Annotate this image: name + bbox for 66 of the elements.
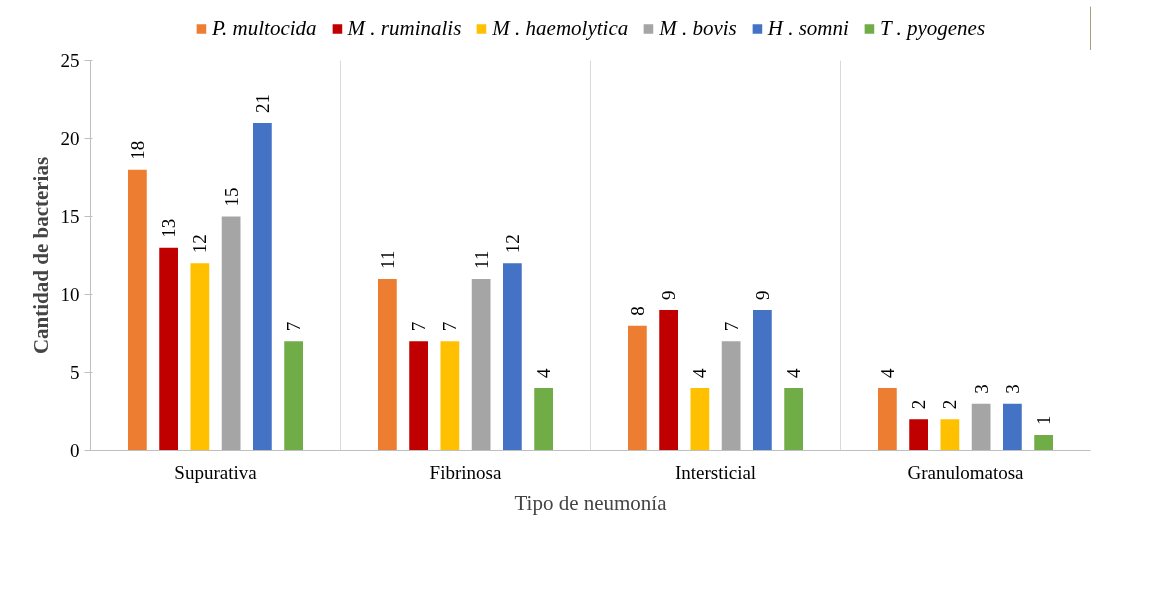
x-tick-label: Fibrinosa [429, 461, 502, 483]
bar [440, 341, 460, 451]
y-tick-label: 0 [70, 440, 80, 461]
legend-label: T . pyogenes [879, 15, 986, 41]
bar [190, 263, 210, 451]
bar [1034, 434, 1053, 451]
y-tick-label: 5 [70, 362, 80, 383]
data-label: 3 [1001, 384, 1023, 394]
data-label: 15 [220, 187, 242, 207]
data-label: 9 [658, 290, 680, 301]
data-label: 8 [626, 306, 648, 316]
bar [221, 216, 241, 451]
data-label: 7 [439, 321, 461, 332]
data-label: 1 [1033, 415, 1055, 425]
data-label: 12 [501, 234, 523, 254]
bar [628, 325, 647, 451]
bar [253, 122, 272, 451]
bar [284, 341, 303, 451]
data-label: 4 [689, 368, 711, 379]
data-label: 13 [158, 218, 180, 238]
data-label: 7 [408, 321, 430, 332]
data-label: 4 [783, 368, 805, 379]
data-label: 7 [283, 321, 305, 332]
bar [378, 278, 397, 451]
y-tick-label: 25 [60, 50, 80, 71]
data-label: 4 [876, 368, 898, 379]
bar [753, 310, 772, 451]
data-label: 4 [533, 368, 555, 379]
bar [1003, 403, 1022, 451]
x-axis-title: Tipo de neumonía [514, 490, 668, 515]
data-label: 9 [751, 290, 773, 301]
y-tick-label: 15 [60, 206, 80, 227]
x-tick-label: Supurativa [174, 461, 258, 483]
data-label: 11 [376, 250, 398, 269]
data-label: 12 [189, 234, 211, 254]
bar [503, 263, 522, 451]
data-label: 21 [251, 93, 273, 113]
bar [721, 341, 741, 451]
bar [940, 419, 960, 451]
bar [534, 388, 553, 451]
data-label: 11 [470, 250, 492, 269]
legend-label: M . ruminalis [347, 15, 462, 41]
data-label: 3 [970, 384, 992, 394]
x-tick-label: Intersticial [674, 461, 757, 483]
bar [159, 247, 178, 451]
bar [409, 341, 428, 451]
bar [909, 419, 928, 451]
y-axis-title: Cantidad de bacterias [28, 156, 53, 355]
y-tick-label: 10 [60, 284, 80, 305]
legend-label: P. multocida [211, 15, 317, 41]
data-label: 18 [126, 140, 148, 160]
legend-label: H . somni [767, 15, 849, 41]
y-tick-label: 20 [60, 128, 80, 149]
bar [690, 388, 710, 451]
bar [784, 388, 803, 451]
bar [471, 278, 491, 451]
legend-label: M . haemolytica [492, 15, 629, 41]
legend-label: M . bovis [659, 15, 737, 41]
data-label: 2 [908, 399, 930, 410]
bar [659, 310, 678, 451]
x-tick-label: Granulomatosa [907, 461, 1025, 483]
bar [878, 388, 897, 451]
data-label: 2 [939, 399, 961, 410]
data-label: 7 [720, 321, 742, 332]
bar [971, 403, 991, 451]
bar [128, 169, 147, 451]
